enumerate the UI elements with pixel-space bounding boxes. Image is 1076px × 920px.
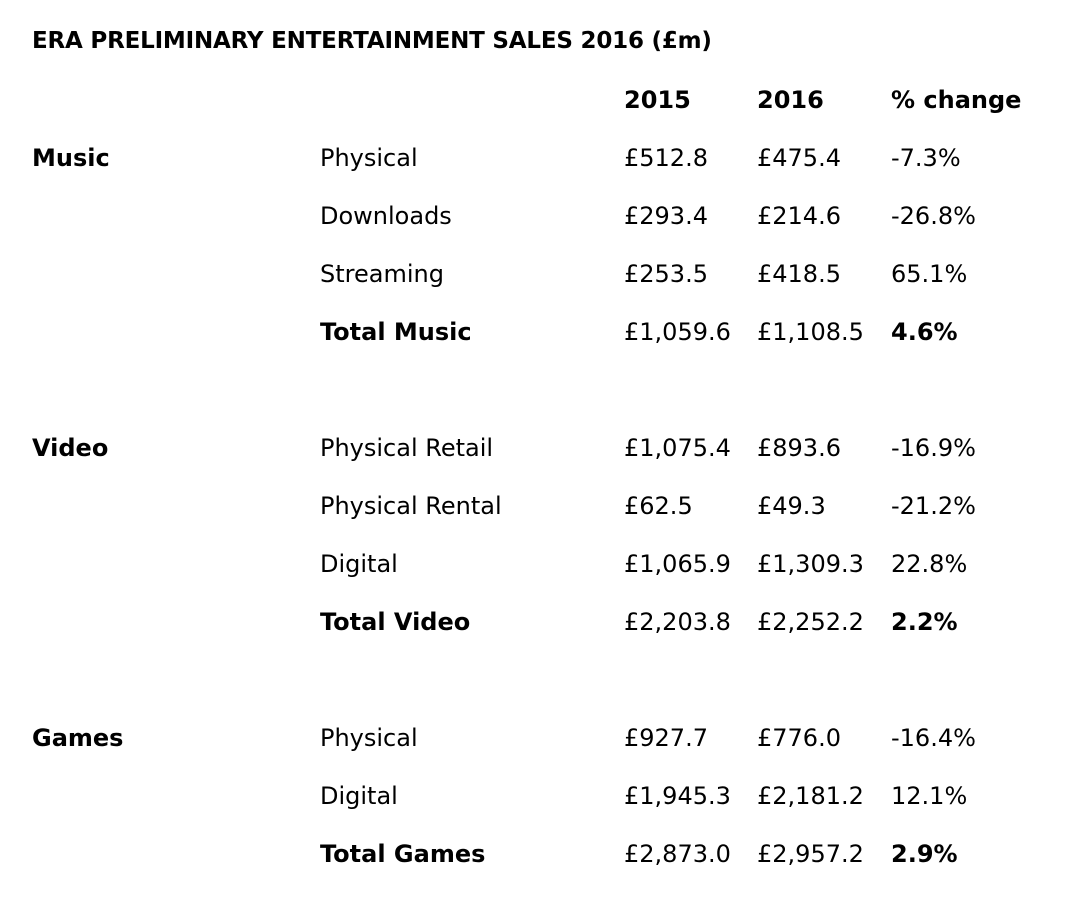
table-row: Streaming £253.5 £418.5 65.1% xyxy=(0,254,1076,294)
value-change: -16.9% xyxy=(891,434,976,462)
table-row: Downloads £293.4 £214.6 -26.8% xyxy=(0,196,1076,236)
value-2015: £2,203.8 xyxy=(624,608,731,636)
total-row-games: Total Games £2,873.0 £2,957.2 2.9% xyxy=(0,834,1076,874)
row-label: Physical Rental xyxy=(320,492,502,520)
row-label: Streaming xyxy=(320,260,444,288)
value-change: 22.8% xyxy=(891,550,968,578)
row-label: Total Music xyxy=(320,318,472,346)
row-label: Downloads xyxy=(320,202,452,230)
total-row-video: Total Video £2,203.8 £2,252.2 2.2% xyxy=(0,602,1076,642)
row-label: Total Video xyxy=(320,608,471,636)
value-2016: £1,309.3 xyxy=(757,550,864,578)
value-change: -16.4% xyxy=(891,724,976,752)
row-label: Physical xyxy=(320,144,418,172)
value-change: 65.1% xyxy=(891,260,968,288)
value-2016: £214.6 xyxy=(757,202,841,230)
table-row: Digital £1,065.9 £1,309.3 22.8% xyxy=(0,544,1076,584)
table-row: Digital £1,945.3 £2,181.2 12.1% xyxy=(0,776,1076,816)
value-2015: £253.5 xyxy=(624,260,708,288)
value-change: -7.3% xyxy=(891,144,961,172)
value-2015: £293.4 xyxy=(624,202,708,230)
value-2015: £1,059.6 xyxy=(624,318,731,346)
value-2016: £776.0 xyxy=(757,724,841,752)
table-row: Music Physical £512.8 £475.4 -7.3% xyxy=(0,138,1076,178)
value-2016: £893.6 xyxy=(757,434,841,462)
value-2015: £1,075.4 xyxy=(624,434,731,462)
value-2016: £418.5 xyxy=(757,260,841,288)
value-change: -21.2% xyxy=(891,492,976,520)
value-2015: £1,945.3 xyxy=(624,782,731,810)
table-header-row: 2015 2016 % change xyxy=(0,80,1076,120)
total-row-music: Total Music £1,059.6 £1,108.5 4.6% xyxy=(0,312,1076,352)
value-2016: £2,252.2 xyxy=(757,608,864,636)
value-change: 2.9% xyxy=(891,840,958,868)
section-label-music: Music xyxy=(32,144,110,172)
row-label: Physical xyxy=(320,724,418,752)
value-2015: £927.7 xyxy=(624,724,708,752)
value-2016: £2,181.2 xyxy=(757,782,864,810)
table-row: Video Physical Retail £1,075.4 £893.6 -1… xyxy=(0,428,1076,468)
column-header-change: % change xyxy=(891,86,1022,114)
section-label-games: Games xyxy=(32,724,124,752)
row-label: Digital xyxy=(320,782,398,810)
table-row: Physical Rental £62.5 £49.3 -21.2% xyxy=(0,486,1076,526)
value-2016: £2,957.2 xyxy=(757,840,864,868)
row-label: Total Games xyxy=(320,840,486,868)
value-2015: £2,873.0 xyxy=(624,840,731,868)
section-label-video: Video xyxy=(32,434,109,462)
column-header-2016: 2016 xyxy=(757,86,824,114)
value-change: 4.6% xyxy=(891,318,958,346)
table-row: Games Physical £927.7 £776.0 -16.4% xyxy=(0,718,1076,758)
row-label: Digital xyxy=(320,550,398,578)
value-2015: £512.8 xyxy=(624,144,708,172)
row-label: Physical Retail xyxy=(320,434,494,462)
page-title: ERA PRELIMINARY ENTERTAINMENT SALES 2016… xyxy=(32,28,712,54)
value-2016: £1,108.5 xyxy=(757,318,864,346)
value-2016: £475.4 xyxy=(757,144,841,172)
value-2015: £1,065.9 xyxy=(624,550,731,578)
value-change: 2.2% xyxy=(891,608,958,636)
value-2016: £49.3 xyxy=(757,492,826,520)
column-header-2015: 2015 xyxy=(624,86,691,114)
value-2015: £62.5 xyxy=(624,492,693,520)
value-change: -26.8% xyxy=(891,202,976,230)
value-change: 12.1% xyxy=(891,782,968,810)
